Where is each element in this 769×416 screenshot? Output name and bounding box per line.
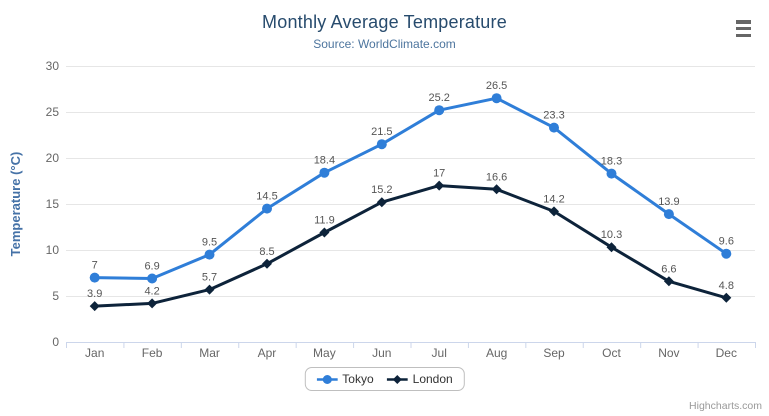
hamburger-menu-icon xyxy=(735,20,751,37)
marker-tokyo[interactable] xyxy=(319,167,330,178)
x-axis-label: Jun xyxy=(372,346,391,360)
marker-london[interactable] xyxy=(319,227,330,238)
y-axis-label: 5 xyxy=(52,289,59,303)
marker-london[interactable] xyxy=(434,180,445,191)
marker-tokyo[interactable] xyxy=(491,93,502,104)
x-axis-label: Dec xyxy=(716,346,737,360)
legend-label: Tokyo xyxy=(342,372,374,386)
x-axis-label: May xyxy=(313,346,336,360)
marker-tokyo[interactable] xyxy=(434,105,445,116)
marker-london[interactable] xyxy=(549,206,559,217)
x-axis-label: Oct xyxy=(602,346,621,360)
legend-marker-tokyo-icon xyxy=(316,374,338,384)
legend-item-london[interactable]: London xyxy=(386,372,453,386)
data-label: 17 xyxy=(433,168,445,180)
y-axis-label: 0 xyxy=(52,335,59,349)
marker-tokyo[interactable] xyxy=(262,203,272,214)
legend-marker-london-icon xyxy=(386,374,408,384)
y-axis-label: 25 xyxy=(46,105,60,119)
data-label: 13.9 xyxy=(658,196,679,208)
data-label: 21.5 xyxy=(371,126,392,138)
legend-label: London xyxy=(412,372,453,386)
export-menu-button[interactable] xyxy=(732,20,754,37)
data-label: 25.2 xyxy=(428,92,449,104)
marker-tokyo[interactable] xyxy=(606,168,617,179)
marker-london[interactable] xyxy=(663,276,674,287)
data-label: 6.6 xyxy=(661,263,676,275)
marker-tokyo[interactable] xyxy=(89,272,100,283)
data-label: 15.2 xyxy=(371,184,392,196)
y-axis-label: 10 xyxy=(46,243,60,257)
y-axis-label: 15 xyxy=(46,197,60,211)
marker-tokyo[interactable] xyxy=(663,209,674,220)
data-label: 6.9 xyxy=(144,261,159,273)
data-label: 18.4 xyxy=(314,155,335,167)
x-axis-label: Jul xyxy=(432,346,447,360)
x-axis-label: Mar xyxy=(199,346,220,360)
series-line-london xyxy=(93,184,728,308)
marker-tokyo[interactable] xyxy=(376,139,387,150)
data-label: 10.3 xyxy=(601,229,622,241)
y-axis-label: 30 xyxy=(46,59,60,73)
marker-london[interactable] xyxy=(721,292,732,303)
y-axis-title: Temperature (°C) xyxy=(8,152,23,257)
marker-tokyo[interactable] xyxy=(549,122,559,133)
marker-london[interactable] xyxy=(204,284,215,295)
data-label: 11.9 xyxy=(314,215,335,227)
marker-london[interactable] xyxy=(147,298,158,309)
data-label: 26.5 xyxy=(486,80,507,92)
legend: Tokyo London xyxy=(304,367,465,391)
chart-subtitle: Source: WorldClimate.com xyxy=(313,37,456,51)
x-axis-label: Sep xyxy=(543,346,565,360)
chart-title: Monthly Average Temperature xyxy=(262,12,507,32)
marker-london[interactable] xyxy=(606,242,617,253)
data-label: 4.8 xyxy=(719,280,734,292)
x-axis-label: Feb xyxy=(142,346,163,360)
hamburger-bar xyxy=(735,20,751,24)
hamburger-bar xyxy=(735,26,751,31)
data-label: 18.3 xyxy=(601,156,622,168)
data-label: 7 xyxy=(92,260,98,272)
hamburger-bar xyxy=(735,33,751,37)
x-axis-label: Aug xyxy=(486,346,507,360)
marker-tokyo[interactable] xyxy=(204,249,215,260)
x-axis-label: Jan xyxy=(85,346,104,360)
data-label: 16.6 xyxy=(486,171,507,183)
data-label: 9.5 xyxy=(202,237,217,249)
x-axis-label: Apr xyxy=(258,346,277,360)
data-label: 14.5 xyxy=(256,191,277,203)
data-label: 4.2 xyxy=(144,285,159,297)
marker-london[interactable] xyxy=(491,184,502,195)
data-label: 9.6 xyxy=(719,236,734,248)
data-label: 23.3 xyxy=(543,110,564,122)
data-label: 8.5 xyxy=(259,246,274,258)
data-label: 14.2 xyxy=(543,193,564,205)
credits-link[interactable]: Highcharts.com xyxy=(689,400,762,412)
marker-tokyo[interactable] xyxy=(147,273,158,284)
marker-london[interactable] xyxy=(262,258,272,269)
data-label: 3.9 xyxy=(87,288,102,300)
x-axis-label: Nov xyxy=(658,346,679,360)
marker-london[interactable] xyxy=(376,197,387,208)
y-axis-label: 20 xyxy=(46,151,60,165)
marker-tokyo[interactable] xyxy=(721,248,732,259)
series-line-tokyo xyxy=(93,96,728,280)
data-label: 5.7 xyxy=(202,272,217,284)
legend-item-tokyo[interactable]: Tokyo xyxy=(316,372,374,386)
marker-london[interactable] xyxy=(89,301,100,312)
